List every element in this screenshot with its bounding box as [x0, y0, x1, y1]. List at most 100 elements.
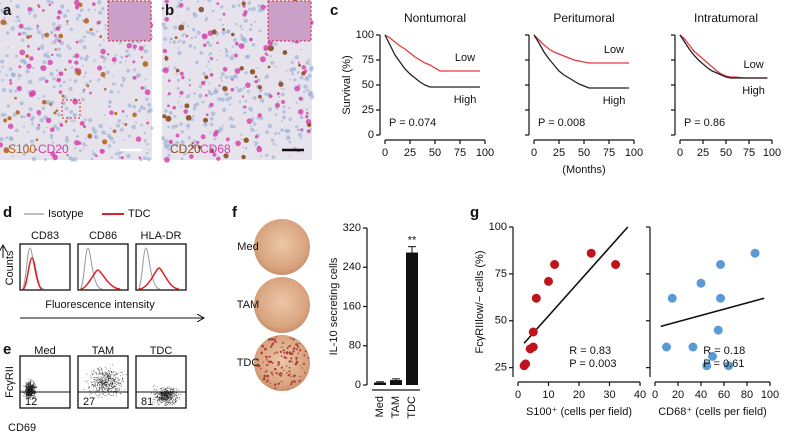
- event: [26, 394, 28, 396]
- nucleus: [169, 38, 172, 41]
- stain: [222, 12, 226, 16]
- event: [164, 405, 166, 407]
- stain: [47, 59, 53, 66]
- stain: [45, 117, 52, 124]
- event: [160, 397, 162, 399]
- nucleus: [221, 30, 226, 35]
- x-tick-label: 50: [720, 147, 732, 159]
- event: [93, 385, 95, 387]
- event: [117, 372, 119, 374]
- nucleus: [173, 41, 176, 44]
- spot: [290, 376, 292, 378]
- y-axis-label: Counts: [4, 250, 16, 285]
- event: [92, 373, 94, 375]
- nucleus: [49, 30, 54, 35]
- nucleus: [281, 115, 286, 120]
- nucleus: [142, 107, 146, 111]
- event: [88, 386, 90, 388]
- event: [160, 395, 162, 397]
- event: [108, 379, 110, 381]
- stain: [300, 128, 304, 131]
- nucleus: [182, 151, 187, 156]
- nucleus: [32, 66, 35, 70]
- event: [29, 393, 31, 395]
- nucleus: [180, 105, 183, 108]
- stain: [9, 81, 13, 85]
- event: [164, 393, 166, 395]
- nucleus: [170, 151, 173, 154]
- significance: **: [408, 235, 417, 247]
- event: [28, 387, 30, 389]
- x-tick-label: 100: [625, 147, 643, 159]
- nucleus: [237, 3, 241, 7]
- nucleus: [210, 111, 216, 117]
- event: [164, 403, 166, 405]
- nucleus: [75, 135, 79, 138]
- nucleus: [103, 114, 106, 116]
- stain: [188, 84, 191, 87]
- stain: [264, 52, 268, 55]
- nucleus: [233, 74, 237, 78]
- event: [106, 373, 108, 375]
- event: [94, 376, 96, 378]
- event: [121, 384, 123, 386]
- event: [172, 389, 174, 391]
- nucleus: [72, 157, 78, 162]
- stain: [59, 123, 64, 127]
- event: [33, 390, 35, 392]
- event: [115, 388, 117, 390]
- stain: [243, 10, 248, 14]
- nucleus: [142, 156, 147, 161]
- nucleus: [186, 152, 189, 155]
- event: [165, 400, 167, 402]
- nucleus: [68, 78, 72, 82]
- point: [531, 293, 541, 303]
- nucleus: [220, 97, 225, 102]
- event: [94, 384, 96, 386]
- spot: [269, 360, 273, 364]
- nucleus: [8, 67, 13, 72]
- event: [164, 401, 166, 403]
- stain: [298, 63, 301, 67]
- spot: [295, 347, 297, 350]
- nucleus: [22, 115, 26, 119]
- stain-label: S100: [8, 142, 36, 156]
- condition-title: Med: [34, 345, 55, 357]
- nucleus: [50, 136, 54, 140]
- event: [99, 384, 101, 386]
- stain: [132, 112, 137, 118]
- nucleus: [284, 128, 289, 133]
- spot: [265, 358, 268, 361]
- point: [667, 293, 677, 303]
- event: [173, 394, 175, 396]
- stain: [103, 87, 107, 91]
- stain: [204, 93, 208, 97]
- stain: [41, 99, 47, 105]
- event: [167, 396, 169, 398]
- nucleus: [82, 45, 87, 50]
- stain: [305, 119, 312, 125]
- stain: [89, 91, 92, 95]
- event: [24, 392, 26, 394]
- stain: [191, 142, 194, 145]
- event: [95, 379, 97, 381]
- nucleus: [271, 155, 276, 159]
- stain: [222, 86, 228, 92]
- event: [95, 390, 97, 392]
- nucleus: [186, 123, 191, 128]
- event: [152, 398, 154, 400]
- nucleus: [201, 100, 205, 104]
- nucleus: [259, 98, 265, 103]
- nucleus: [270, 138, 275, 142]
- nucleus: [147, 103, 152, 107]
- event: [99, 386, 101, 388]
- nucleus: [257, 4, 261, 8]
- spot: [266, 363, 269, 367]
- nucleus: [41, 77, 46, 81]
- nucleus: [178, 39, 182, 42]
- nucleus: [64, 106, 69, 111]
- nucleus: [288, 117, 293, 122]
- event: [168, 397, 170, 399]
- spot: [274, 383, 277, 386]
- stain: [15, 110, 20, 115]
